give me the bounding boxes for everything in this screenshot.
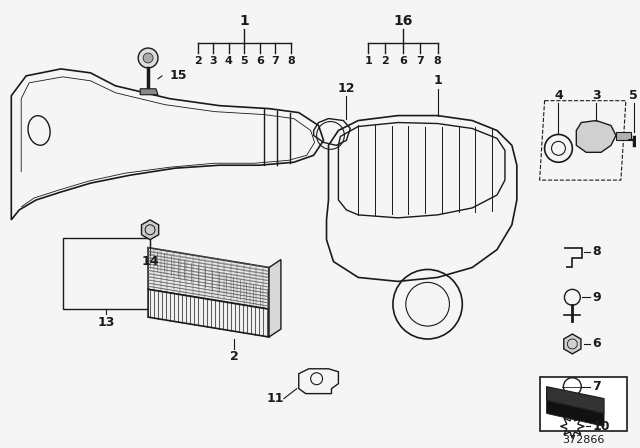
Polygon shape bbox=[141, 220, 159, 240]
Bar bbox=[540, 377, 627, 431]
Text: 4: 4 bbox=[225, 56, 233, 66]
Polygon shape bbox=[547, 401, 604, 426]
Polygon shape bbox=[576, 121, 616, 152]
Text: 9: 9 bbox=[592, 291, 601, 304]
Polygon shape bbox=[269, 259, 281, 337]
Circle shape bbox=[138, 48, 158, 68]
Text: 1: 1 bbox=[364, 56, 372, 66]
Polygon shape bbox=[148, 248, 269, 309]
Text: 10: 10 bbox=[592, 420, 610, 433]
Text: 3: 3 bbox=[209, 56, 217, 66]
Text: 1: 1 bbox=[433, 74, 442, 87]
Text: 3: 3 bbox=[592, 89, 600, 102]
Text: 7: 7 bbox=[271, 56, 279, 66]
Text: 14: 14 bbox=[141, 255, 159, 268]
Text: 5: 5 bbox=[629, 89, 638, 102]
Polygon shape bbox=[140, 89, 158, 95]
Text: 13: 13 bbox=[98, 315, 115, 329]
Text: 16: 16 bbox=[393, 14, 413, 28]
Polygon shape bbox=[616, 133, 631, 140]
Text: 8: 8 bbox=[592, 245, 601, 258]
Text: 372866: 372866 bbox=[562, 435, 604, 445]
Text: 2: 2 bbox=[194, 56, 202, 66]
Circle shape bbox=[143, 53, 153, 63]
Text: 2: 2 bbox=[230, 350, 239, 363]
Text: 6: 6 bbox=[399, 56, 407, 66]
Text: 8: 8 bbox=[287, 56, 294, 66]
Text: 7: 7 bbox=[592, 380, 601, 393]
Text: 4: 4 bbox=[554, 89, 563, 102]
Text: 8: 8 bbox=[434, 56, 442, 66]
Polygon shape bbox=[547, 387, 604, 414]
Text: 15: 15 bbox=[170, 69, 188, 82]
Polygon shape bbox=[148, 289, 269, 337]
Text: 12: 12 bbox=[337, 82, 355, 95]
Text: 6: 6 bbox=[592, 337, 601, 350]
Text: 11: 11 bbox=[266, 392, 284, 405]
Text: 5: 5 bbox=[241, 56, 248, 66]
Bar bbox=[63, 238, 150, 309]
Text: 7: 7 bbox=[416, 56, 424, 66]
Text: 6: 6 bbox=[256, 56, 264, 66]
Text: 1: 1 bbox=[239, 14, 249, 28]
Polygon shape bbox=[564, 334, 581, 354]
Text: 2: 2 bbox=[381, 56, 389, 66]
